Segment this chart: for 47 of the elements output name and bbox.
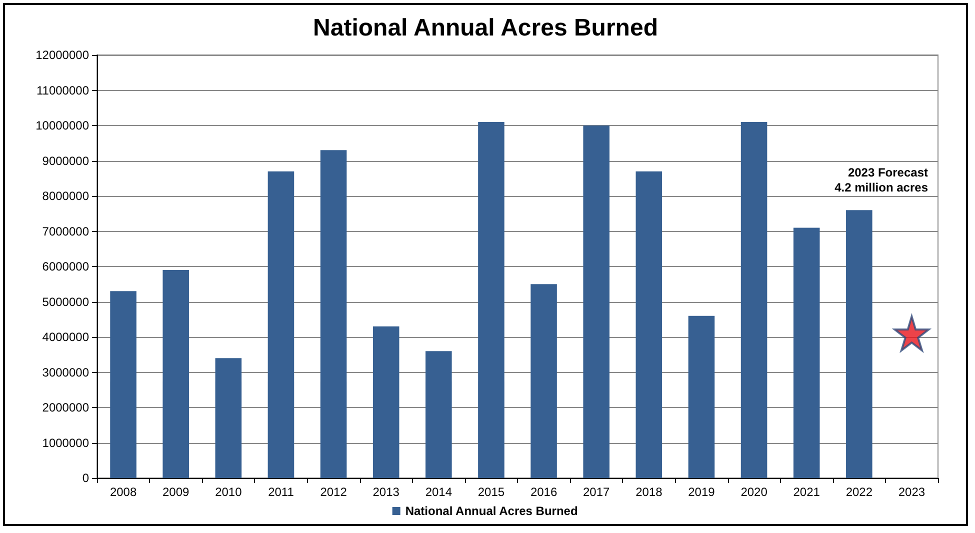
y-tick-label: 9000000 xyxy=(42,154,90,168)
bar xyxy=(636,171,662,478)
x-tick-label: 2011 xyxy=(268,485,294,499)
y-tick-label: 2000000 xyxy=(42,400,90,414)
x-tick-label: 2023 xyxy=(898,485,926,499)
bar xyxy=(426,351,452,478)
x-tick-label: 2020 xyxy=(740,485,768,499)
x-tick-label: 2016 xyxy=(530,485,558,499)
x-tick-label: 2015 xyxy=(478,485,505,499)
y-tick-label: 8000000 xyxy=(42,189,90,203)
x-tick-label: 2021 xyxy=(793,485,820,499)
bar xyxy=(530,284,557,478)
y-tick-label: 5000000 xyxy=(42,294,90,309)
bar xyxy=(110,291,136,478)
y-tick-label: 7000000 xyxy=(42,224,90,238)
y-tick-label: 1000000 xyxy=(42,436,90,450)
bar xyxy=(740,122,768,478)
y-tick-label: 11000000 xyxy=(36,83,90,98)
y-tick-label: 4000000 xyxy=(42,330,90,344)
bar xyxy=(162,270,189,478)
bar xyxy=(478,122,504,478)
bar xyxy=(215,358,242,478)
x-tick-label: 2013 xyxy=(372,485,400,499)
x-tick-label: 2019 xyxy=(688,485,716,499)
bar xyxy=(846,210,872,478)
y-tick-label: 3000000 xyxy=(42,365,90,380)
legend-label: National Annual Acres Burned xyxy=(405,504,578,518)
x-tick-label: 2009 xyxy=(162,485,190,499)
bar xyxy=(688,316,715,478)
bar xyxy=(268,171,294,478)
y-tick-label: 12000000 xyxy=(36,48,90,62)
x-tick-label: 2018 xyxy=(636,485,663,499)
x-tick-label: 2022 xyxy=(846,485,873,499)
x-tick-label: 2017 xyxy=(582,485,610,499)
chart-title: National Annual Acres Burned xyxy=(313,14,658,42)
x-tick-label: 2008 xyxy=(110,485,137,499)
bar xyxy=(320,150,347,478)
bar xyxy=(372,326,400,478)
x-tick-label: 2010 xyxy=(215,485,242,499)
y-tick-label: 10000000 xyxy=(36,118,90,132)
bar xyxy=(583,126,610,478)
y-tick-label: 0 xyxy=(82,471,90,485)
x-tick-label: 2012 xyxy=(320,485,348,499)
x-tick-label: 2014 xyxy=(425,485,452,499)
annotation: 2023 Forecast 4.2 million acres xyxy=(834,166,928,194)
bar xyxy=(793,228,820,478)
y-tick-label: 6000000 xyxy=(42,260,90,274)
